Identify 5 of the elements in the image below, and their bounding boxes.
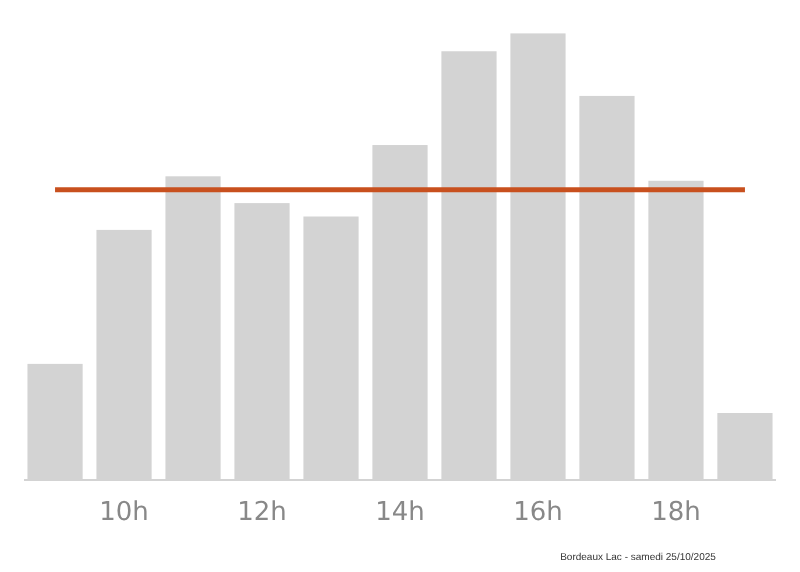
x-tick-label: 14h [375,498,425,528]
x-tick-label: 18h [651,498,701,528]
x-tick-label: 16h [513,498,563,528]
x-tick-label: 10h [99,498,149,528]
x-tick-label: 12h [237,498,287,528]
